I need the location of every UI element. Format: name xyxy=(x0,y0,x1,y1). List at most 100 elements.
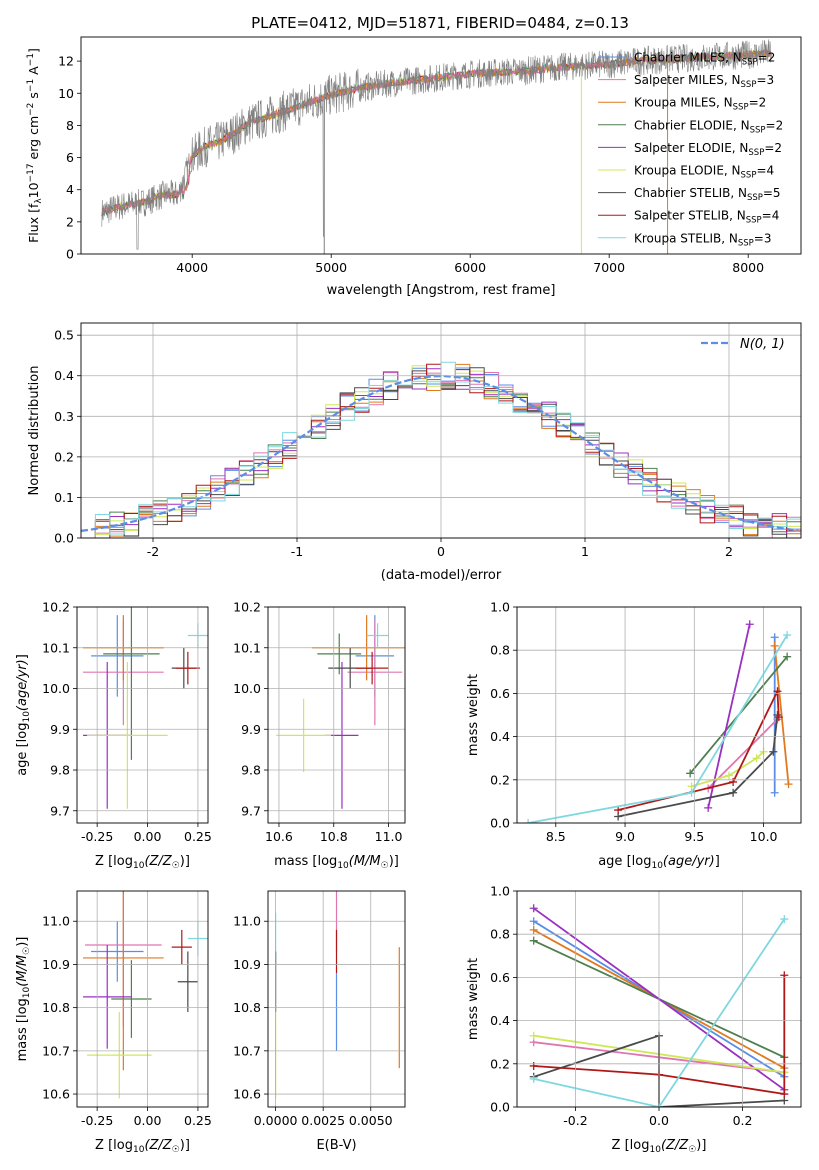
figure-title: PLATE=0412, MJD=51871, FIBERID=0484, z=0… xyxy=(251,14,629,32)
y-tick-label: 0.5 xyxy=(54,328,74,343)
panel-mass_weight_vs_Z: -0.2 0.0 0.2 0.0 0.2 0.4 0.6 0.8 1.0 Z [log10(Z/Z… xyxy=(466,884,802,1155)
weight-marker xyxy=(780,971,789,980)
axes-frame xyxy=(516,606,802,824)
part: (M/M xyxy=(349,854,381,869)
x-tick-label: 0.0025 xyxy=(301,1113,345,1128)
y-tick-label: 10.8 xyxy=(42,1000,70,1015)
x-tick-label: -0.25 xyxy=(81,1113,113,1128)
y-axis-label: mass weight xyxy=(466,958,481,1040)
legend-label-sub: SSP xyxy=(733,103,749,113)
legend-entry: Chabrier ELODIE, NSSP=2 xyxy=(634,118,783,135)
y-axis-label: mass weight xyxy=(466,674,481,756)
x-axis-label: age [log10(age/yr)] xyxy=(598,854,720,871)
y-tick-label: 0.4 xyxy=(490,729,510,744)
legend-entry: Salpeter STELIB, NSSP=4 xyxy=(634,209,779,226)
y-tick-label: 12 xyxy=(58,54,74,69)
x-tick-label: 1 xyxy=(581,544,589,559)
legend-label-sub: SSP xyxy=(748,148,764,158)
part: (Z/Z xyxy=(144,1138,172,1153)
part: )] xyxy=(180,1138,190,1153)
weight-marker xyxy=(783,652,792,661)
x-tick-label: -0.25 xyxy=(81,829,113,844)
legend-label-sub: SSP xyxy=(747,193,763,203)
weight-line xyxy=(527,634,788,823)
weight-marker xyxy=(780,1090,789,1099)
weight-marker xyxy=(783,631,792,640)
x-tick-label: 2 xyxy=(725,544,733,559)
x-axis-label: Z [log10(Z/Z☉)] xyxy=(95,1138,190,1155)
legend-entry: Salpeter ELODIE, NSSP=2 xyxy=(634,141,782,158)
axes-frame xyxy=(76,890,209,1108)
y-tick-label: 9.7 xyxy=(241,803,261,818)
legend-label-n: =2 xyxy=(758,51,776,65)
y-label-part: erg cm xyxy=(26,116,41,164)
y-label-sub: λ xyxy=(34,198,44,204)
panel-spectrum: 4000 5000 6000 7000 8000 0 2 4 6 8 10 12 wavelength … xyxy=(26,36,802,298)
weight-marker xyxy=(529,1031,538,1040)
y-tick-label: 0.0 xyxy=(54,531,74,546)
weight-marker xyxy=(614,806,623,815)
y-axis-label: Normed distribution xyxy=(27,366,42,496)
legend-entry: Kroupa ELODIE, NSSP=4 xyxy=(634,164,774,181)
plot-area-spectrum xyxy=(101,39,772,254)
sub: 10 xyxy=(22,711,32,723)
y-tick-label: 9.8 xyxy=(241,763,261,778)
plot-area-age_vs_Z xyxy=(83,607,208,809)
y-tick-label: 10.2 xyxy=(42,600,70,615)
axes-frame xyxy=(76,606,209,824)
y-tick-label: 10.6 xyxy=(233,1087,261,1102)
plot-area-mass_weight_vs_age xyxy=(524,620,793,823)
y-label-sup: −1 xyxy=(26,53,36,66)
x-tick-label: 11.0 xyxy=(375,829,403,844)
y-tick-label: 0.6 xyxy=(490,970,510,985)
sub: 10 xyxy=(649,1145,661,1155)
weight-marker xyxy=(784,780,793,789)
sub: 10 xyxy=(337,861,349,871)
x-axis-label: wavelength [Angstrom, rest frame] xyxy=(327,283,556,298)
part: )] xyxy=(389,854,399,869)
x-tick-label: 6000 xyxy=(454,260,486,275)
axes-frame xyxy=(516,890,802,1108)
panel-age_vs_mass: 10.6 10.8 11.0 9.7 9.8 9.9 10.0 10.1 10.2 mass [l… xyxy=(233,600,406,871)
x-tick-label: 10.0 xyxy=(750,829,778,844)
part: (age/yr) xyxy=(663,854,715,869)
legend-label-base: Kroupa STELIB, N xyxy=(634,231,738,245)
x-tick-label: 8.5 xyxy=(546,829,566,844)
y-tick-label: 8 xyxy=(66,118,74,133)
legend-label-base: Kroupa ELODIE, N xyxy=(634,164,741,178)
legend-label-sub: SSP xyxy=(741,80,757,90)
weight-marker xyxy=(745,620,754,629)
legend-label-base: Salpeter MILES, N xyxy=(634,73,741,87)
figure-layer: 4000 5000 6000 7000 8000024681012wavelength … xyxy=(15,36,802,1155)
weight-marker xyxy=(773,687,782,696)
weight-marker xyxy=(529,1074,538,1083)
x-tick-label: 4000 xyxy=(176,260,208,275)
legend-label-n: =2 xyxy=(766,118,784,132)
legend-entry: Salpeter MILES, NSSP=3 xyxy=(634,73,774,90)
weight-marker xyxy=(774,713,783,722)
x-axis-label: Z [log10(Z/Z☉)] xyxy=(612,1138,707,1155)
y-tick-label: 10.8 xyxy=(233,1000,261,1015)
sub: 10 xyxy=(133,1145,145,1155)
y-tick-label: 0.3 xyxy=(54,409,74,424)
y-label-part: A xyxy=(26,66,41,79)
y-tick-label: 10.7 xyxy=(42,1043,70,1058)
weight-marker xyxy=(686,769,695,778)
y-tick-label: 10.1 xyxy=(233,640,261,655)
weight-line xyxy=(617,714,779,818)
y-tick-label: 0.6 xyxy=(490,686,510,701)
weight-marker xyxy=(769,747,778,756)
y-axis-label: mass [log10(M/M☉)] xyxy=(15,937,32,1062)
legend-label-sub: SSP xyxy=(750,125,766,135)
legend-label-sub: SSP xyxy=(746,216,762,226)
panel-mass_vs_ebv: 0.0000 0.0025 0.0050 10.6 10.7 10.8 10.9 11.0 E(… xyxy=(233,890,406,1153)
weight-marker xyxy=(729,777,738,786)
x-tick-label: 0 xyxy=(437,544,445,559)
legend-label-n: =2 xyxy=(764,141,782,155)
weight-marker xyxy=(529,936,538,945)
x-tick-label: 7000 xyxy=(593,260,625,275)
x-tick-label: -0.2 xyxy=(563,1113,587,1128)
weight-line xyxy=(617,687,780,811)
weight-line xyxy=(691,751,765,788)
legend-label-base: Salpeter STELIB, N xyxy=(634,209,746,223)
